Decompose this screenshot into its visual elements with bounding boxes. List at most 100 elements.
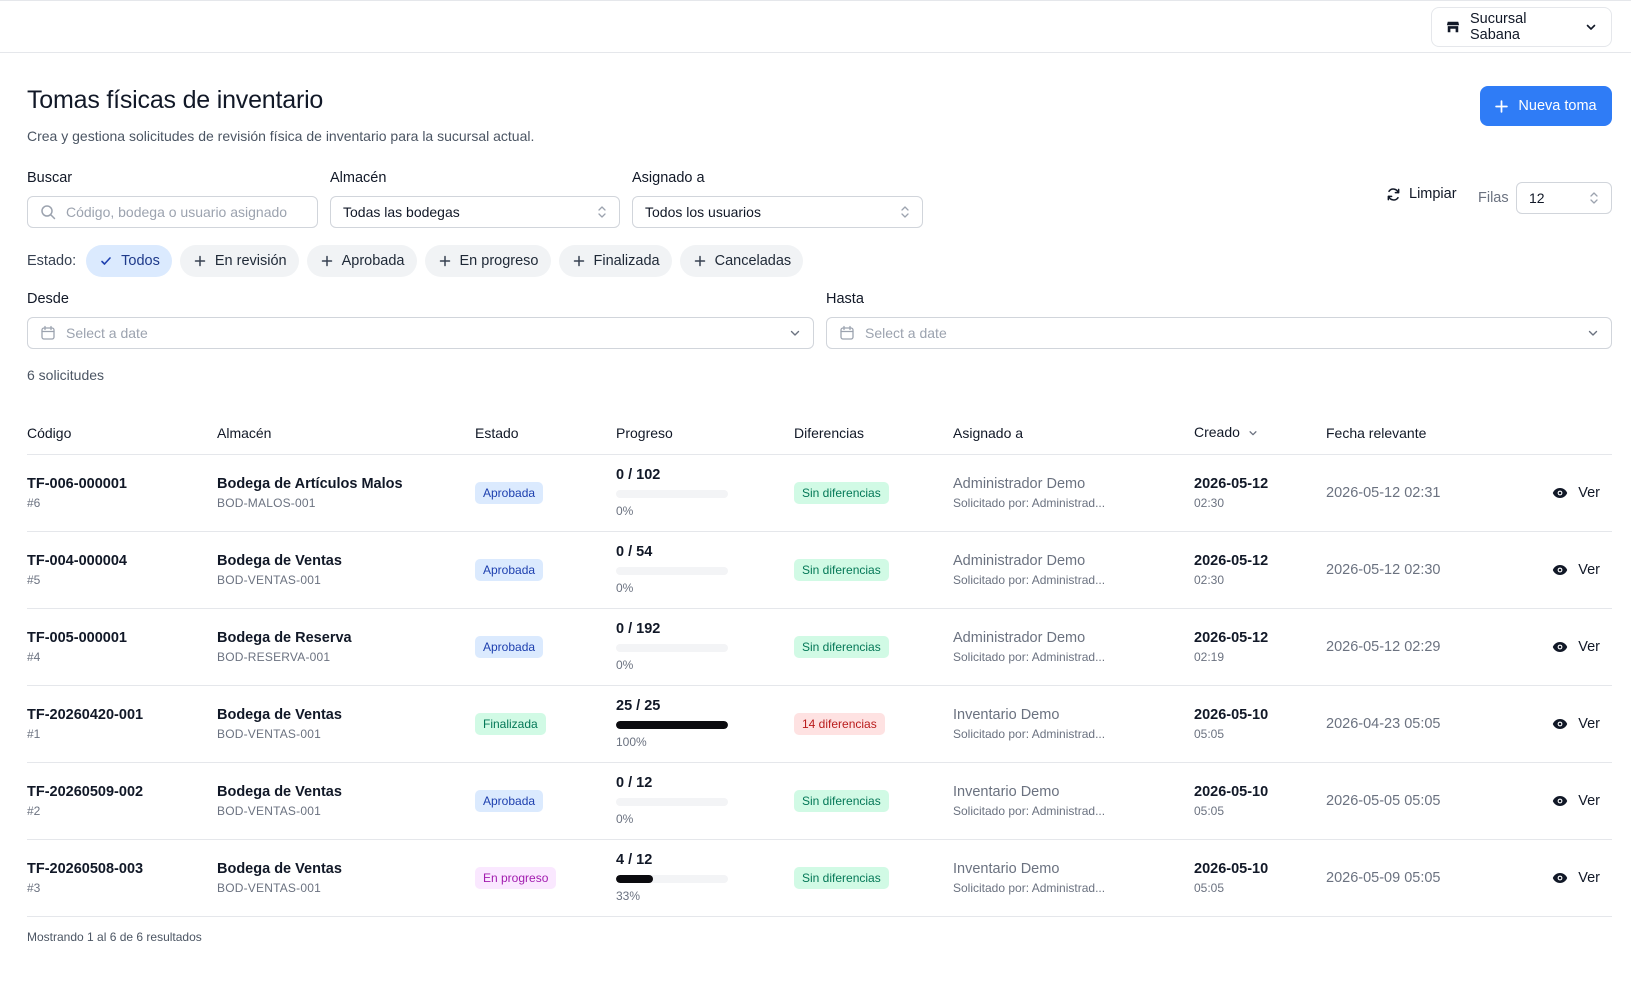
cell-created: 2026-05-12 02:30 [1194,531,1326,609]
status-chip[interactable]: Canceladas [679,245,804,277]
assignee-name: Inventario Demo [953,860,1060,877]
new-count-label: Nueva toma [1518,98,1597,114]
requested-by: Solicitado por: Administrad... [953,495,1106,510]
cell-differences: Sin diferencias [794,454,953,532]
cell-created: 2026-05-12 02:30 [1194,454,1326,532]
branch-selector[interactable]: Sucursal Sabana [1431,7,1612,47]
warehouse-name: Bodega de Ventas [217,706,342,723]
chevron-down-icon [1587,327,1599,339]
cell-relevant-date: 2026-05-12 02:30 [1326,531,1504,609]
from-date-picker[interactable]: Select a date [27,317,814,349]
count-number: #3 [27,880,41,895]
col-header-code[interactable]: Código [27,412,217,455]
clear-filters-button[interactable]: Limpiar [1386,186,1457,202]
warehouse-select[interactable]: Todas las bodegas [330,196,620,228]
status-chip-label: En progreso [459,253,539,269]
status-chip-label: Canceladas [714,253,792,269]
differences-badge: Sin diferencias [794,866,889,889]
col-header-progress[interactable]: Progreso [616,412,794,455]
search-input[interactable]: Código, bodega o usuario asignado [27,196,318,228]
progress-bar-fill [616,721,728,729]
cell-assigned: Inventario Demo Solicitado por: Administr… [953,762,1194,840]
view-button[interactable]: Ver [1504,870,1612,886]
page-subtitle: Crea y gestiona solicitudes de revisión … [27,128,535,144]
relevant-date: 2026-05-09 05:05 [1326,870,1441,886]
chevron-down-icon [1585,21,1597,33]
requested-by: Solicitado por: Administrad... [953,726,1106,741]
cell-progress: 0 / 192 0% [616,608,794,686]
table-row[interactable]: TF-005-000001 #4 Bodega de Reserva BOD-RESE… [27,608,1612,686]
relevant-date: 2026-05-05 05:05 [1326,793,1441,809]
status-chip[interactable]: En revisión [179,245,299,277]
to-date-picker[interactable]: Select a date [826,317,1612,349]
col-header-relevant-date[interactable]: Fecha relevante [1326,412,1504,455]
view-button[interactable]: Ver [1504,716,1612,732]
status-chip[interactable]: Finalizada [558,245,672,277]
cell-relevant-date: 2026-05-12 02:31 [1326,454,1504,532]
table-header-row: Código Almacén Estado Progreso Diferenci… [27,412,1612,455]
assignee-name: Administrador Demo [953,552,1086,569]
eye-icon [1552,718,1568,730]
cell-assigned: Administrador Demo Solicitado por: Admini… [953,531,1194,609]
top-bar: Sucursal Sabana [0,0,1631,53]
plus-icon [194,255,206,267]
table-row[interactable]: TF-20260509-002 #2 Bodega de Ventas BOD-VEN… [27,762,1612,840]
count-code: TF-20260508-003 [27,860,144,877]
status-chip-label: En revisión [214,253,287,269]
requested-by: Solicitado por: Administrad... [953,803,1106,818]
col-header-assigned[interactable]: Asignado a [953,412,1194,455]
search-label: Buscar [27,170,73,186]
differences-badge: Sin diferencias [794,635,889,658]
warehouse-code: BOD-MALOS-001 [217,495,316,510]
view-button[interactable]: Ver [1504,793,1612,809]
status-badge: En progreso [475,866,557,889]
cell-warehouse: Bodega de Artículos Malos BOD-MALOS-001 [217,454,475,532]
progress-count: 25 / 25 [616,698,661,714]
created-time: 02:19 [1194,649,1225,664]
cell-created: 2026-05-10 05:05 [1194,685,1326,763]
cell-relevant-date: 2026-05-09 05:05 [1326,839,1504,917]
search-icon [40,204,56,220]
calendar-icon [40,325,56,341]
cell-status: En progreso [475,839,616,917]
new-count-button[interactable]: Nueva toma [1480,86,1612,126]
count-number: #1 [27,726,41,741]
view-button[interactable]: Ver [1504,639,1612,655]
status-chip[interactable]: Todos [86,245,172,277]
status-chip[interactable]: En progreso [424,245,551,277]
table-row[interactable]: TF-004-000004 #5 Bodega de Ventas BOD-VENTA… [27,531,1612,609]
warehouse-label: Almacén [330,170,387,186]
cell-warehouse: Bodega de Reserva BOD-RESERVA-001 [217,608,475,686]
cell-assigned: Inventario Demo Solicitado por: Administr… [953,839,1194,917]
progress-percent: 0% [616,658,634,672]
col-header-differences[interactable]: Diferencias [794,412,953,455]
table-row[interactable]: TF-006-000001 #6 Bodega de Artículos Malos… [27,454,1612,532]
chevron-updown-icon [597,205,607,219]
table-row[interactable]: TF-20260420-001 #1 Bodega de Ventas BOD-VEN… [27,685,1612,763]
cell-progress: 0 / 54 0% [616,531,794,609]
status-chip[interactable]: Aprobada [306,245,417,277]
cell-relevant-date: 2026-04-23 05:05 [1326,685,1504,763]
relevant-date: 2026-05-12 02:30 [1326,562,1441,578]
cell-warehouse: Bodega de Ventas BOD-VENTAS-001 [217,685,475,763]
status-badge: Aprobada [475,558,544,581]
progress-count: 0 / 192 [616,621,661,637]
differences-badge: Sin diferencias [794,558,889,581]
cell-assigned: Administrador Demo Solicitado por: Admini… [953,454,1194,532]
plus-icon [694,255,706,267]
cell-code: TF-004-000004 #5 [27,531,217,609]
rows-per-page-select[interactable]: 12 [1516,182,1612,214]
cell-assigned: Inventario Demo Solicitado por: Administr… [953,685,1194,763]
cell-warehouse: Bodega de Ventas BOD-VENTAS-001 [217,531,475,609]
col-header-created[interactable]: Creado [1194,412,1326,455]
col-header-warehouse[interactable]: Almacén [217,412,475,455]
view-button[interactable]: Ver [1504,562,1612,578]
view-button[interactable]: Ver [1504,485,1612,501]
cell-actions: Ver [1504,839,1612,917]
warehouse-name: Bodega de Ventas [217,783,342,800]
created-time: 02:30 [1194,572,1225,587]
table-row[interactable]: TF-20260508-003 #3 Bodega de Ventas BOD-VEN… [27,839,1612,917]
cell-code: TF-005-000001 #4 [27,608,217,686]
assigned-select[interactable]: Todos los usuarios [632,196,923,228]
col-header-status[interactable]: Estado [475,412,616,455]
